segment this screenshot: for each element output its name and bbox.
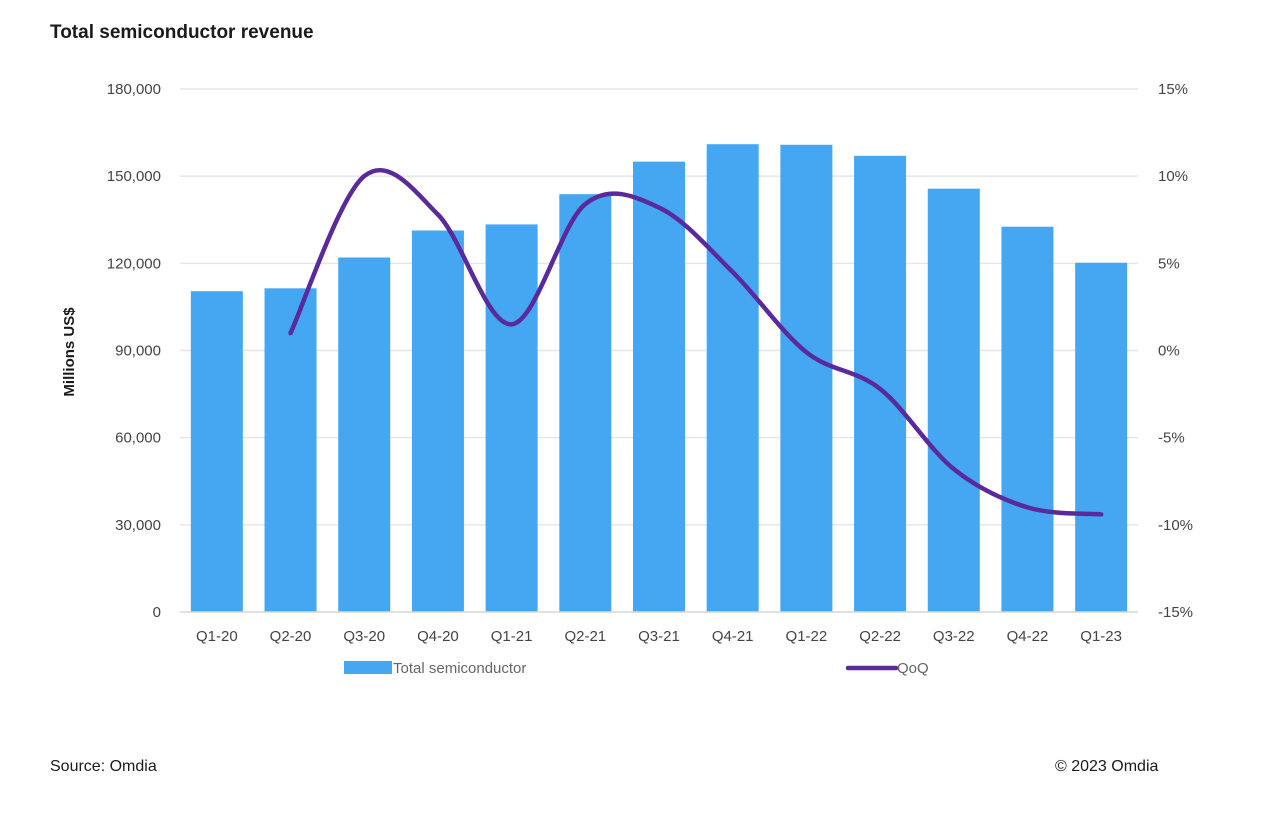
bar (1001, 226, 1054, 612)
bar (780, 144, 833, 612)
legend: Total semiconductor QoQ (344, 660, 929, 677)
bar (1075, 262, 1128, 612)
right-tick-label: 10% (1158, 168, 1188, 185)
bar (485, 224, 538, 612)
x-tick-label: Q3-22 (933, 628, 975, 645)
right-tick-label: 15% (1158, 81, 1188, 98)
legend-label-qoq: QoQ (897, 660, 929, 677)
source-note: Source: Omdia (50, 758, 157, 775)
right-tick-label: -15% (1158, 604, 1193, 621)
bar (338, 257, 391, 612)
bar (633, 161, 685, 612)
right-tick-label: -10% (1158, 517, 1193, 534)
x-tick-label: Q1-20 (196, 628, 238, 645)
bar-series-total-semiconductor (190, 144, 1128, 613)
right-axis: -15% -10% -5% 0% 5% 10% 15% (1158, 81, 1193, 621)
bar (927, 188, 980, 612)
copyright-note: © 2023 Omdia (1055, 758, 1159, 775)
left-tick-label: 180,000 (107, 81, 161, 98)
left-axis: 0 30,000 60,000 90,000 120,000 150,000 180,000 (107, 81, 161, 621)
x-tick-label: Q3-21 (638, 628, 680, 645)
legend-swatch-total-semiconductor (344, 661, 392, 674)
left-tick-label: 90,000 (115, 343, 161, 360)
right-tick-label: 0% (1158, 343, 1180, 360)
x-tick-label: Q2-21 (564, 628, 606, 645)
x-tick-label: Q2-22 (859, 628, 901, 645)
x-tick-label: Q1-23 (1080, 628, 1122, 645)
y-axis-label: Millions US$ (61, 307, 78, 397)
left-tick-label: 0 (153, 604, 161, 621)
x-tick-label: Q4-20 (417, 628, 459, 645)
line-series-qoq (288, 168, 1104, 517)
bar (190, 291, 243, 612)
bar (411, 230, 464, 612)
bar (854, 155, 907, 613)
right-tick-label: 5% (1158, 255, 1180, 272)
left-tick-label: 150,000 (107, 168, 161, 185)
bar (264, 288, 317, 612)
left-tick-label: 120,000 (107, 255, 161, 272)
x-tick-label: Q4-22 (1007, 628, 1049, 645)
chart-title: Total semiconductor revenue (50, 22, 314, 43)
legend-label-total-semiconductor: Total semiconductor (393, 660, 526, 677)
x-tick-label: Q3-20 (343, 628, 385, 645)
x-tick-label: Q2-20 (270, 628, 312, 645)
bar (706, 144, 759, 612)
x-tick-label: Q1-22 (786, 628, 828, 645)
x-axis: Q1-20 Q2-20 Q3-20 Q4-20 Q1-21 Q2-21 Q3-21 Q4-21… (180, 611, 1138, 645)
x-tick-label: Q1-21 (491, 628, 533, 645)
bar (559, 194, 612, 613)
right-tick-label: -5% (1158, 430, 1185, 447)
x-tick-label: Q4-21 (712, 628, 754, 645)
left-tick-label: 60,000 (115, 430, 161, 447)
left-tick-label: 30,000 (115, 517, 161, 534)
